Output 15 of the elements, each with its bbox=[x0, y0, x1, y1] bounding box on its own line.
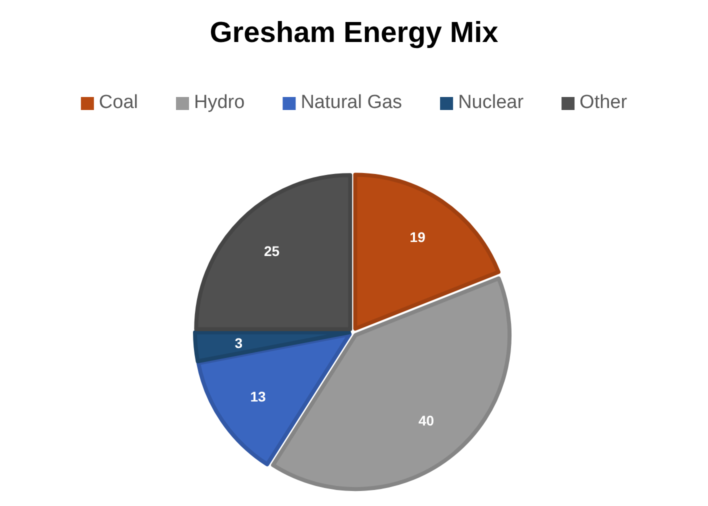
data-label: 40 bbox=[418, 412, 434, 429]
chart-title: Gresham Energy Mix bbox=[210, 17, 498, 49]
data-label: 3 bbox=[234, 334, 243, 351]
data-label: 25 bbox=[264, 242, 280, 259]
legend-label: Other bbox=[580, 92, 628, 113]
pie-slice bbox=[196, 332, 352, 466]
legend-label: Natural Gas bbox=[300, 92, 402, 113]
legend-label: Hydro bbox=[194, 92, 245, 113]
legend-label: Coal bbox=[98, 92, 138, 113]
pie-slice bbox=[194, 173, 352, 332]
data-label: 19 bbox=[410, 228, 426, 245]
legend-label: Nuclear bbox=[458, 92, 524, 113]
pie-slice bbox=[193, 330, 352, 364]
data-label: 13 bbox=[250, 388, 266, 405]
pie-slice bbox=[353, 172, 500, 331]
